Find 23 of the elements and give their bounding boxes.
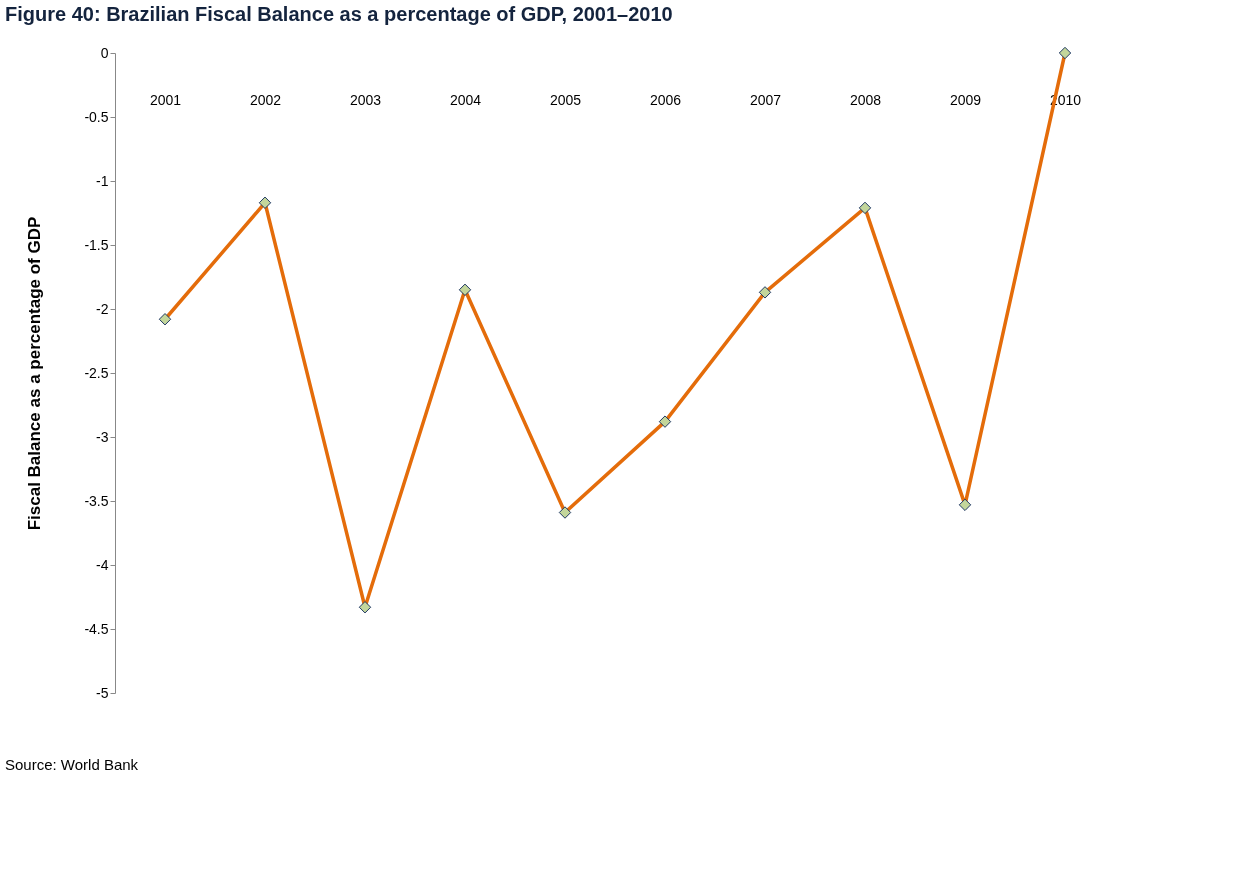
chart-title: Figure 40: Brazilian Fiscal Balance as a percentage of GDP, 2001–2010: [5, 3, 673, 26]
x-tick-label: 2003: [349, 91, 382, 108]
y-tick-label: -4.5: [84, 620, 109, 637]
x-tick-label: 2006: [649, 91, 682, 108]
y-tick-label: -3.5: [84, 492, 109, 509]
y-tick-label: -3: [96, 428, 109, 445]
x-tick-label: 2004: [449, 91, 482, 108]
y-axis-title: Fiscal Balance as a percentage of GDP: [25, 216, 45, 531]
x-tick-label: 2007: [749, 91, 782, 108]
y-tick-label: -2.5: [84, 364, 109, 381]
x-tick-label: 2009: [949, 91, 982, 108]
y-tick-label: -2: [96, 300, 109, 317]
x-tick-label: 2005: [549, 91, 582, 108]
x-tick-label: 2008: [849, 91, 882, 108]
source-note: Source: World Bank: [5, 756, 139, 773]
x-tick-label: 2001: [149, 91, 182, 108]
y-tick-label: -4: [96, 556, 109, 573]
y-tick-label: 0: [100, 44, 109, 61]
y-tick-label: -5: [96, 684, 109, 701]
x-tick-label: 2002: [249, 91, 282, 108]
y-tick-label: -1.5: [84, 236, 109, 253]
y-tick-label: -0.5: [84, 108, 109, 125]
y-tick-label: -1: [96, 172, 109, 189]
